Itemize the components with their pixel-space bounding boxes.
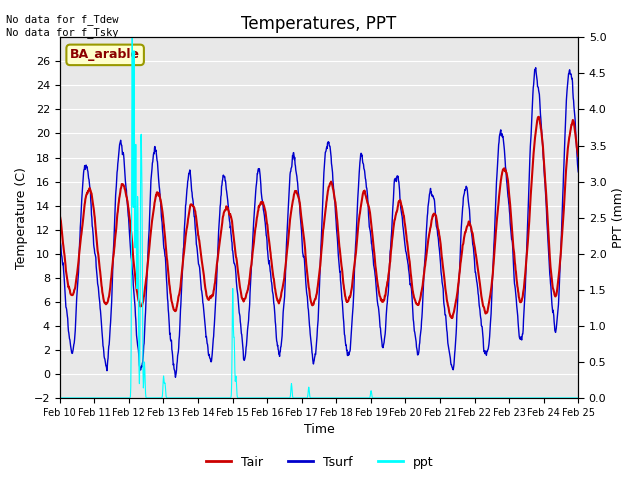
Title: Temperatures, PPT: Temperatures, PPT (241, 15, 397, 33)
X-axis label: Time: Time (303, 423, 335, 436)
Y-axis label: PPT (mm): PPT (mm) (612, 187, 625, 248)
Legend: Tair, Tsurf, ppt: Tair, Tsurf, ppt (202, 451, 438, 474)
Text: No data for f_Tdew
No data for f_Tsky: No data for f_Tdew No data for f_Tsky (6, 14, 119, 38)
Y-axis label: Temperature (C): Temperature (C) (15, 167, 28, 269)
Text: BA_arable: BA_arable (70, 48, 140, 61)
